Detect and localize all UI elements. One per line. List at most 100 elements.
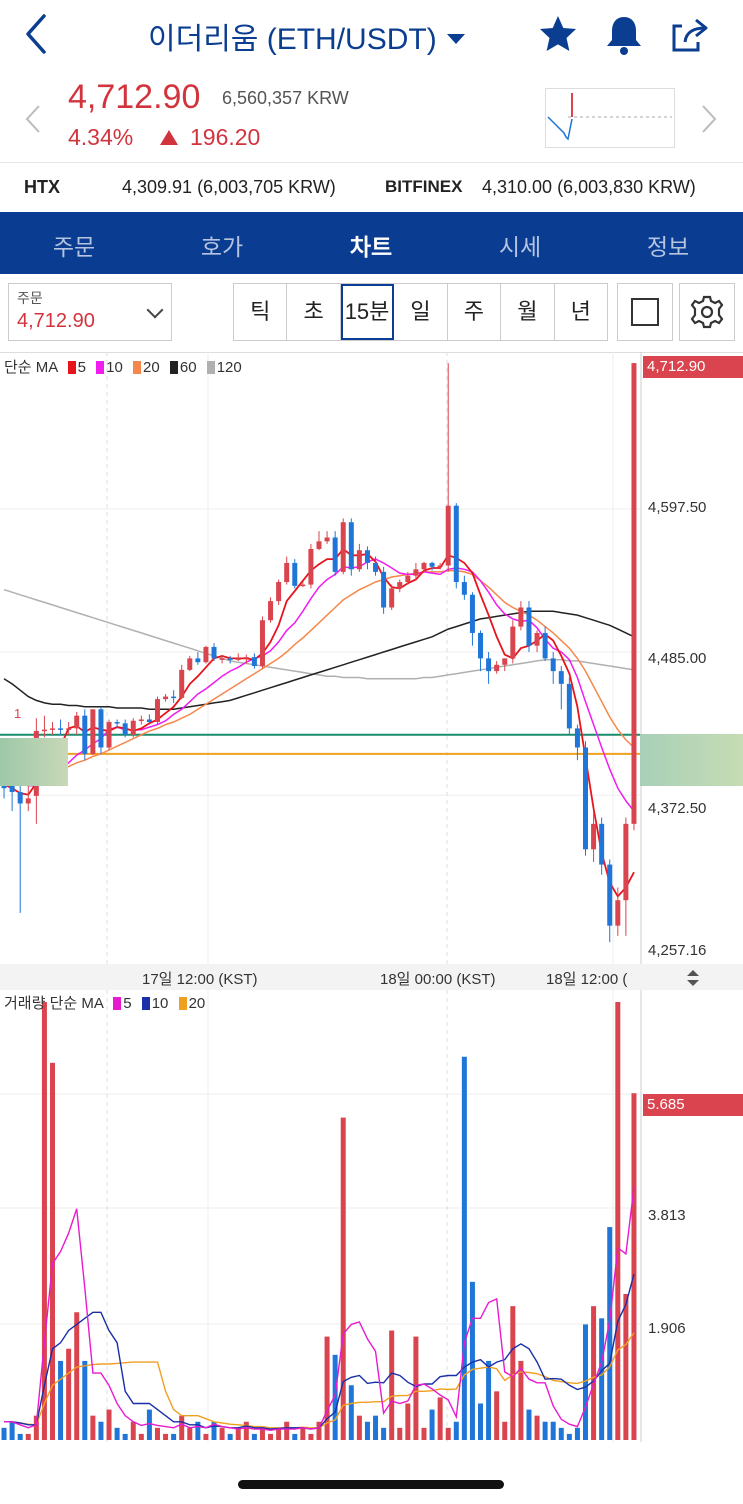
volume-bar: [453, 1421, 459, 1440]
bell-icon: [607, 17, 641, 55]
vol-y-tick-label: 1.906: [648, 1320, 686, 1337]
square-icon: [631, 298, 659, 326]
candle-body: [130, 720, 136, 735]
volume-bar: [615, 1002, 621, 1440]
volume-bar: [631, 1093, 637, 1440]
volume-bar: [179, 1415, 185, 1440]
current-price: 4,712.90: [68, 78, 201, 116]
prev-chevron-icon[interactable]: [24, 104, 42, 134]
ma20-swatch: [133, 361, 141, 374]
volume-bar: [203, 1433, 209, 1440]
volume-bar: [518, 1360, 524, 1440]
volume-bar: [130, 1421, 136, 1440]
candle-body: [526, 607, 532, 646]
candle-body: [340, 522, 346, 572]
candle-body: [583, 747, 589, 850]
share-button[interactable]: [668, 12, 712, 56]
back-button[interactable]: [18, 12, 58, 56]
candle-body: [469, 594, 475, 633]
y-tick-label: 4,372.50: [648, 800, 707, 817]
price-legend: 단순 MA 5 10 20 60 120: [4, 356, 242, 377]
ma10-swatch: [96, 361, 105, 374]
period-day[interactable]: 일: [394, 284, 448, 340]
period-month[interactable]: 월: [501, 284, 555, 340]
time-axis: 17일 12:00 (KST) 18일 00:00 (KST) 18일 12:0…: [0, 964, 743, 990]
redacted-label-right: [640, 734, 743, 786]
candle-body: [58, 728, 64, 730]
volume-bar: [243, 1421, 249, 1440]
alert-button[interactable]: [602, 12, 646, 56]
candle-body: [381, 571, 387, 608]
candle-body: [316, 541, 322, 549]
candle-body: [599, 823, 605, 865]
volume-legend-title: 거래량 단순 MA: [4, 995, 104, 1012]
candle-body: [348, 522, 354, 570]
fullscreen-button[interactable]: [617, 283, 673, 341]
ma120-swatch: [206, 361, 215, 374]
legend-ma10: 10: [106, 359, 123, 376]
volume-bar: [154, 1427, 160, 1440]
order-price-label: 주문: [17, 290, 43, 306]
volume-bar: [316, 1421, 322, 1440]
axis-resize-icon[interactable]: [686, 969, 700, 987]
volume-bar: [373, 1415, 379, 1440]
volume-ma10-line: [4, 1273, 635, 1430]
tab-market[interactable]: 시세: [498, 234, 542, 260]
gear-icon: [690, 295, 724, 329]
volume-ma20-line: [4, 1332, 635, 1429]
period-tick[interactable]: 틱: [234, 284, 288, 340]
candle-body: [494, 664, 500, 672]
price-chart[interactable]: 단순 MA 5 10 20 60 120 4,712.90 4,597.50 4…: [0, 352, 743, 964]
volume-bar: [163, 1433, 169, 1440]
dropdown-caret-icon: [446, 34, 465, 45]
volume-bar: [397, 1427, 403, 1440]
x-tick-label: 18일 00:00 (KST): [380, 971, 496, 988]
volume-bar: [469, 1281, 475, 1440]
x-tick-label: 18일 12:00 (: [546, 971, 628, 988]
candle-body: [154, 699, 160, 723]
price-legend-title: 단순 MA: [4, 359, 58, 376]
candle-body: [389, 588, 395, 608]
candle-body: [163, 696, 169, 700]
period-second[interactable]: 초: [287, 284, 341, 340]
y-tick-label: 4,485.00: [648, 650, 707, 667]
volume-bar: [33, 1415, 39, 1440]
candle-body: [1, 785, 7, 789]
tab-order[interactable]: 주문: [52, 234, 96, 260]
up-triangle-icon: [160, 130, 178, 145]
candle-body: [574, 728, 580, 748]
volume-bar: [187, 1427, 193, 1440]
volume-bar: [591, 1306, 597, 1440]
volume-chart[interactable]: 거래량 단순 MA 5 10 20 5.685 3.813 1.906: [0, 990, 743, 1442]
volume-bar: [58, 1360, 64, 1440]
candle-body: [397, 582, 403, 589]
order-price-dropdown[interactable]: 주문 4,712.90: [8, 283, 172, 341]
period-year[interactable]: 년: [570, 299, 591, 324]
candle-body: [558, 671, 564, 684]
tab-info[interactable]: 정보: [646, 234, 690, 260]
market-title[interactable]: 이더리움 (ETH/USDT): [148, 14, 465, 58]
settings-button[interactable]: [679, 283, 735, 341]
tab-orderbook[interactable]: 호가: [200, 234, 244, 260]
volume-bar: [251, 1433, 257, 1440]
candle-body: [259, 620, 265, 667]
candle-body: [300, 584, 306, 587]
volume-bar: [478, 1403, 484, 1440]
period-week[interactable]: 주: [448, 284, 502, 340]
volume-bar: [17, 1433, 23, 1440]
volume-bar: [348, 1385, 354, 1440]
tab-chart[interactable]: 차트: [349, 234, 393, 260]
volume-bar: [259, 1427, 265, 1440]
market-title-text: 이더리움 (ETH/USDT): [148, 23, 437, 56]
candle-body: [114, 722, 120, 724]
share-icon: [672, 18, 708, 52]
candle-body: [534, 632, 540, 646]
period-15min[interactable]: 15분: [340, 284, 395, 340]
next-chevron-icon[interactable]: [700, 104, 718, 134]
favorite-button[interactable]: [536, 12, 580, 56]
volume-bar: [324, 1336, 330, 1440]
volume-bar: [66, 1348, 72, 1440]
back-chevron-icon: [26, 14, 46, 54]
candle-body: [356, 550, 362, 570]
candle-body: [276, 582, 282, 602]
